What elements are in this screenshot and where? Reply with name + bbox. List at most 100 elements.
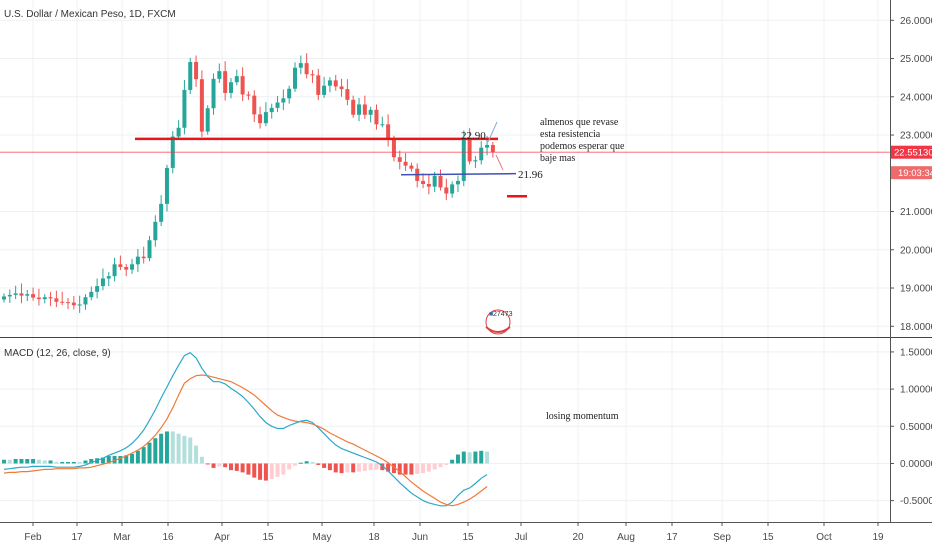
grid [0, 0, 890, 522]
time-tick-label: 15 [462, 532, 474, 543]
candle-body [13, 293, 18, 295]
candle-body [240, 76, 245, 95]
histogram-bar [130, 453, 135, 464]
candle-body [269, 107, 274, 113]
support-label: 21.96 [518, 169, 543, 181]
histogram-bar [77, 461, 82, 464]
histogram-bar [391, 463, 396, 474]
histogram-bar [31, 459, 36, 464]
candle-body [362, 104, 367, 115]
time-tick-label: 19 [872, 532, 884, 543]
time-tick-label: Aug [617, 532, 635, 543]
event-badge[interactable]: ■ 27473 [485, 309, 513, 335]
histogram-bar [205, 463, 210, 465]
histogram-bar [234, 463, 239, 471]
histogram-bar [211, 463, 216, 468]
candle-body [100, 278, 105, 287]
candle-body [95, 286, 100, 292]
histogram-bar [450, 459, 455, 464]
histogram-bar [298, 462, 303, 464]
candle-body [83, 297, 88, 305]
candle-body [421, 180, 426, 184]
histogram-bar [455, 454, 460, 464]
time-scale[interactable]: Feb 17 Mar 16 Apr 15 May 18 Jun 15 Jul 20 Aug 17 Sep 15… [24, 522, 884, 543]
time-tick-label: Mar [113, 532, 131, 543]
histogram-bar [467, 452, 472, 464]
candle-body [386, 124, 391, 141]
time-tick-label: 17 [666, 532, 678, 543]
histogram-bar [304, 461, 309, 464]
histogram-bar [71, 461, 76, 464]
histogram-bar [293, 463, 297, 466]
trend-arrow-down[interactable] [495, 154, 504, 171]
annotation-line: baje mas [540, 153, 575, 164]
flag-icon: ■ [489, 311, 493, 318]
candle-body [327, 80, 332, 86]
histogram-bar [141, 447, 146, 464]
histogram-bar [42, 460, 47, 464]
histogram-bar [368, 463, 373, 471]
candle-body [2, 296, 6, 300]
candle-body [473, 160, 478, 162]
time-tick-label: Sep [713, 532, 731, 543]
histogram-bar [199, 456, 204, 464]
candle-body [199, 79, 204, 132]
histogram-bar [432, 463, 437, 470]
candle-body [60, 301, 65, 303]
candle-body [7, 294, 12, 297]
trend-arrow-up[interactable] [487, 121, 498, 143]
histogram-bar [223, 463, 228, 468]
candle-body [36, 297, 41, 300]
candle-body [357, 104, 362, 115]
histogram-bar [316, 463, 321, 465]
candle-body [194, 61, 199, 80]
histogram-bar [19, 459, 24, 464]
histogram-bar [182, 435, 187, 464]
badge-text: 27473 [493, 311, 513, 318]
histogram-bar [461, 451, 466, 464]
candle-body [391, 140, 396, 158]
annotation-note: almenos que revase esta resistencia pode… [540, 117, 625, 164]
histogram-bar [403, 463, 408, 475]
candle-body [293, 67, 297, 89]
candle-body [263, 112, 268, 124]
histogram-bar [176, 433, 181, 464]
candle-body [287, 88, 292, 99]
histogram-bar [421, 463, 426, 474]
candle-body [205, 108, 210, 132]
macd-histogram [2, 431, 490, 481]
candle-body [485, 144, 490, 148]
histogram-bar [258, 463, 263, 480]
candle-body [182, 89, 187, 128]
histogram-bar [415, 463, 420, 474]
candle-body [223, 71, 228, 93]
signal-line [3, 374, 488, 507]
candle-body [228, 82, 233, 93]
candle-body [234, 76, 239, 83]
time-tick-label: 17 [71, 532, 83, 543]
candle-body [48, 297, 53, 299]
last-price-tag: 22.55130 19:03:34 [891, 145, 932, 180]
histogram-bar [106, 456, 111, 464]
candle-body [124, 266, 129, 270]
time-tick-label: Jun [412, 532, 428, 543]
candle-body [153, 221, 158, 241]
histogram-bar [345, 463, 350, 473]
histogram-bar [374, 463, 379, 470]
histogram-bar [310, 461, 315, 464]
candle-body [164, 167, 169, 204]
support-line[interactable] [400, 172, 517, 176]
candle-body [66, 302, 71, 304]
chart-title[interactable]: U.S. Dollar / Mexican Peso, 1D, FXCM [4, 9, 176, 20]
histogram-bar [135, 450, 140, 464]
candle-body [106, 276, 111, 279]
macd-title[interactable]: MACD (12, 26, close, 9) [4, 348, 111, 359]
